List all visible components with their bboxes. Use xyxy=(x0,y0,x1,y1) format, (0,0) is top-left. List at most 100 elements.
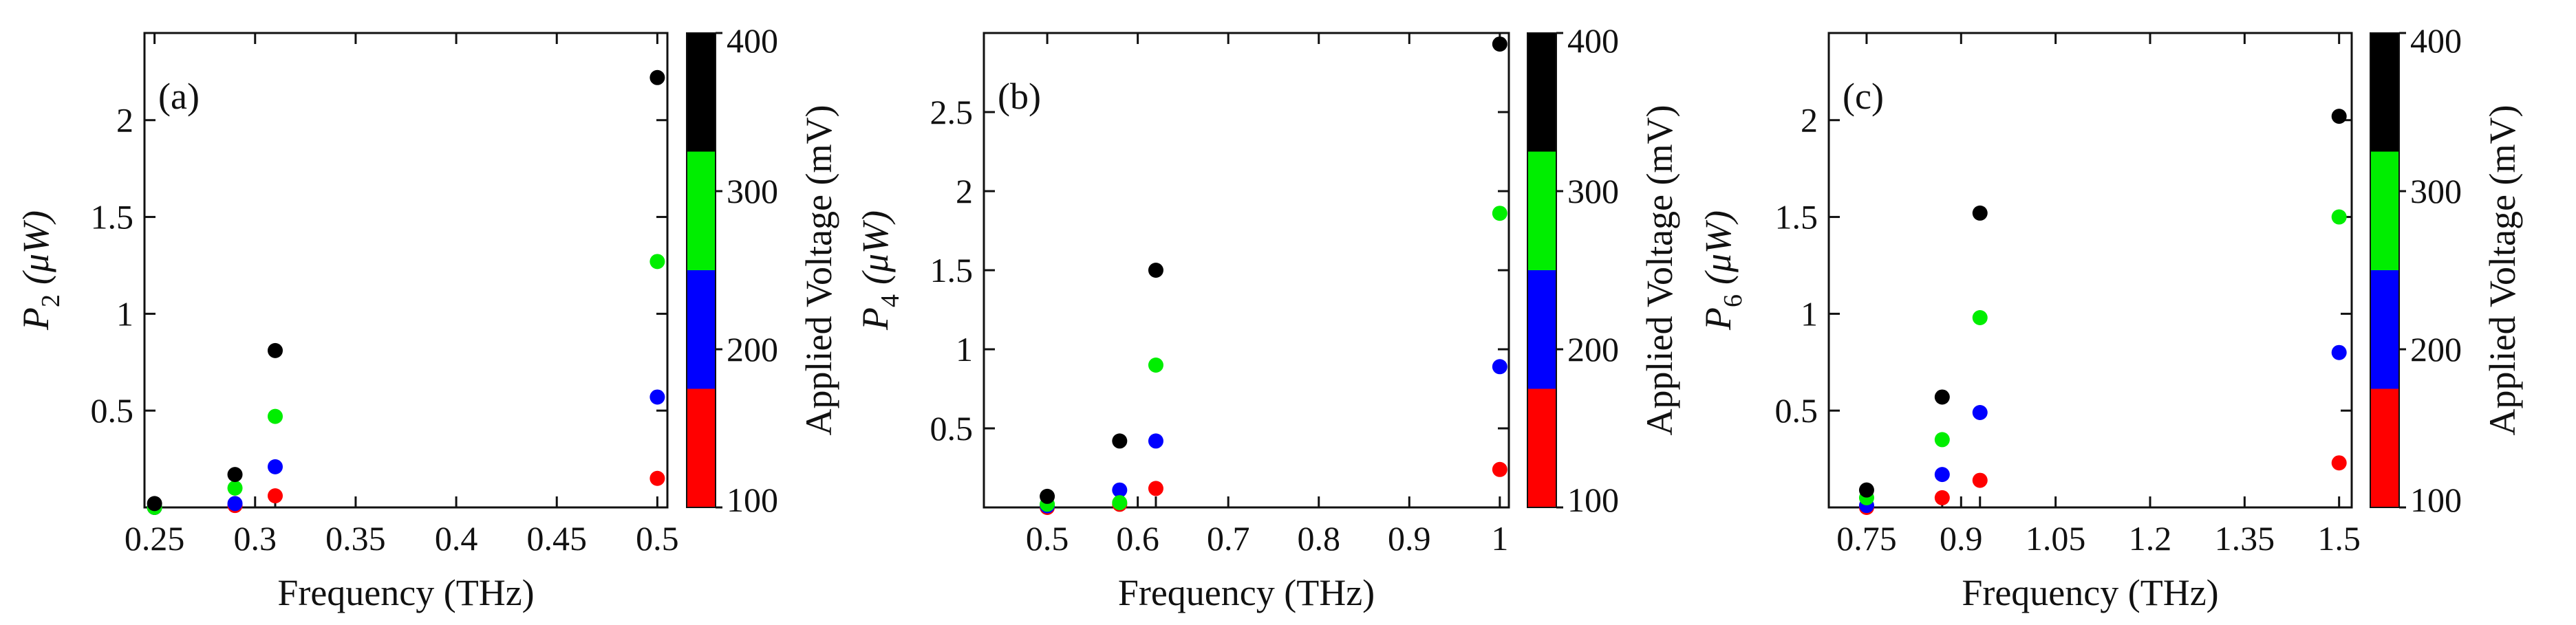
data-point-400-mv xyxy=(2331,109,2347,124)
data-point-200-mv xyxy=(268,459,283,474)
colorbar-tick-label: 400 xyxy=(727,21,778,60)
y-axis-symbol: P xyxy=(15,307,56,331)
colorbar-tick-label: 300 xyxy=(1567,172,1619,210)
data-point-200-mv xyxy=(1492,359,1507,375)
x-tick-label: 1.5 xyxy=(2317,519,2361,558)
data-point-400-mv xyxy=(268,342,283,358)
colorbar-band xyxy=(2370,33,2399,152)
x-tick-label: 0.3 xyxy=(234,519,277,558)
data-point-200-mv xyxy=(1972,405,1988,420)
y-tick-label: 0.5 xyxy=(930,409,974,448)
data-point-400-mv xyxy=(1934,389,1950,405)
data-point-200-mv xyxy=(227,496,243,512)
colorbar-tick-label: 200 xyxy=(727,330,778,369)
data-point-100-mv xyxy=(1148,481,1163,496)
colorbar-tick-label: 300 xyxy=(2410,172,2462,210)
colorbar-tick-label: 100 xyxy=(1567,481,1619,519)
panel-label: (c) xyxy=(1843,76,1884,117)
data-point-300-mv xyxy=(2331,209,2347,225)
y-axis-subscript: 6 xyxy=(1719,294,1748,307)
y-tick-label: 1 xyxy=(116,294,133,333)
x-tick-label: 0.35 xyxy=(325,519,386,558)
x-tick-label: 0.9 xyxy=(1940,519,1983,558)
y-tick-label: 1.5 xyxy=(1775,198,1818,237)
x-tick-label: 0.7 xyxy=(1207,519,1250,558)
data-point-300-mv xyxy=(1972,310,1988,325)
x-axis-label: Frequency (THz) xyxy=(277,572,534,613)
chart-panel-a: 0.25 0.3 0.35 0.4 0.45 0.5 0.5 1 1.5 2 (a) Frequenc… xyxy=(15,21,839,613)
x-tick-label: 0.5 xyxy=(636,519,679,558)
y-axis-label: P4 (μW) xyxy=(855,210,905,331)
x-tick-label: 0.4 xyxy=(435,519,478,558)
y-tick-label: 2 xyxy=(116,101,133,140)
y-tick-label: 1.5 xyxy=(91,198,134,237)
data-point-100-mv xyxy=(650,470,665,486)
data-point-300-mv xyxy=(1112,495,1128,511)
y-tick-label: 0.5 xyxy=(91,391,134,430)
data-point-200-mv xyxy=(1148,433,1163,449)
x-tick-label: 0.5 xyxy=(1026,519,1069,558)
chart-panel-c: 0.75 0.9 1.05 1.2 1.35 1.5 0.5 1 1.5 2 (c) Frequenc… xyxy=(1697,21,2523,613)
colorbar-band xyxy=(687,270,716,389)
y-axis-symbol: P xyxy=(1697,307,1739,331)
colorbar-band xyxy=(1527,33,1556,152)
data-point-400-mv xyxy=(227,467,243,483)
data-point-400-mv xyxy=(147,496,162,512)
colorbar-band xyxy=(1527,270,1556,389)
colorbar-label: Applied Voltage (mV) xyxy=(1639,105,1680,436)
colorbar-band xyxy=(2370,388,2399,507)
colorbar-band xyxy=(2370,151,2399,270)
colorbar-frame xyxy=(2370,32,2400,508)
y-axis-subscript: 4 xyxy=(876,294,905,307)
x-tick-label: 1.05 xyxy=(2026,519,2086,558)
data-point-200-mv xyxy=(1934,467,1950,483)
colorbar-tick-label: 200 xyxy=(2410,330,2462,369)
colorbar-frame xyxy=(1527,32,1557,508)
data-point-400-mv xyxy=(1972,205,1988,221)
data-point-300-mv xyxy=(650,254,665,270)
data-point-200-mv xyxy=(2331,344,2347,360)
data-point-400-mv xyxy=(1858,482,1874,498)
colorbar-label: Applied Voltage (mV) xyxy=(798,105,839,436)
y-tick-label: 1.5 xyxy=(930,251,974,289)
data-point-400-mv xyxy=(650,69,665,85)
colorbar-band xyxy=(687,33,716,152)
x-tick-label: 1.2 xyxy=(2129,519,2172,558)
data-point-200-mv xyxy=(1112,482,1128,498)
y-axis-units: (μW) xyxy=(855,210,896,285)
x-tick-label: 0.6 xyxy=(1116,519,1159,558)
colorbar-frame xyxy=(686,32,716,508)
plot-frame xyxy=(983,32,1510,509)
colorbar-band xyxy=(1527,388,1556,507)
y-tick-label: 2.5 xyxy=(930,93,974,131)
data-point-300-mv xyxy=(268,408,283,424)
x-tick-label: 1 xyxy=(1491,519,1508,558)
x-tick-label: 0.9 xyxy=(1388,519,1431,558)
data-point-100-mv xyxy=(1972,472,1988,488)
x-axis-label: Frequency (THz) xyxy=(1118,572,1375,613)
data-point-400-mv xyxy=(1492,36,1507,52)
data-point-100-mv xyxy=(268,488,283,504)
data-point-300-mv xyxy=(1492,206,1507,221)
data-point-400-mv xyxy=(1148,263,1163,278)
plot-frame xyxy=(143,32,669,509)
colorbar-band xyxy=(2370,270,2399,389)
x-tick-label: 1.35 xyxy=(2215,519,2275,558)
y-axis-subscript: 2 xyxy=(36,294,65,307)
data-point-200-mv xyxy=(650,389,665,405)
y-axis-label: P2 (μW) xyxy=(15,210,65,331)
colorbar-band xyxy=(687,151,716,270)
colorbar-tick-label: 200 xyxy=(1567,330,1619,369)
y-axis-label: P6 (μW) xyxy=(1697,210,1748,331)
colorbar-band xyxy=(687,388,716,507)
data-point-400-mv xyxy=(1040,488,1055,504)
x-tick-label: 0.75 xyxy=(1836,519,1897,558)
y-axis-units: (μW) xyxy=(15,210,56,285)
y-tick-label: 1 xyxy=(956,330,973,369)
y-tick-label: 0.5 xyxy=(1775,391,1818,430)
colorbar-tick-label: 400 xyxy=(2410,21,2462,60)
data-point-300-mv xyxy=(1934,432,1950,448)
panel-label: (a) xyxy=(158,76,200,117)
x-tick-label: 0.45 xyxy=(526,519,587,558)
